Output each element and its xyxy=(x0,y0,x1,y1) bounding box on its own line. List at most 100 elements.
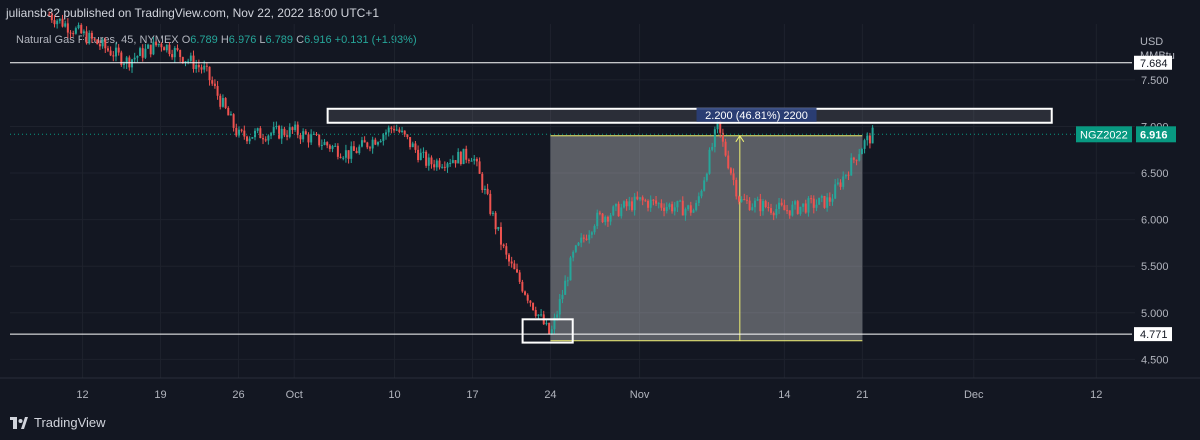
candle-down xyxy=(855,159,858,161)
candle-down xyxy=(644,200,647,202)
candle-down xyxy=(630,201,633,211)
candle-down xyxy=(534,310,537,316)
candle-up xyxy=(614,203,617,207)
candle-up xyxy=(866,135,869,141)
candle-up xyxy=(77,25,80,29)
candle-down xyxy=(481,173,484,190)
candle-down xyxy=(85,31,88,44)
candle-down xyxy=(521,281,524,292)
candle-up xyxy=(540,314,543,316)
candle-up xyxy=(604,216,607,223)
candle-up xyxy=(564,280,567,295)
candle-up xyxy=(657,203,660,205)
candle-up xyxy=(820,195,823,198)
candle-down xyxy=(80,25,83,34)
candle-up xyxy=(609,215,612,222)
candle-down xyxy=(245,136,248,142)
candle-down xyxy=(200,67,203,70)
candle-down xyxy=(336,145,339,157)
price-line-label: 7.684 xyxy=(1140,58,1168,70)
candle-down xyxy=(681,200,684,216)
candle-down xyxy=(406,134,409,138)
candle-down xyxy=(735,179,738,197)
candle-up xyxy=(622,201,625,208)
candle-down xyxy=(72,33,75,35)
candle-down xyxy=(286,135,289,137)
candle-up xyxy=(256,128,259,131)
candle-up xyxy=(310,134,313,143)
candle-down xyxy=(510,261,513,264)
candle-up xyxy=(288,127,291,137)
candle-down xyxy=(61,18,64,27)
candle-down xyxy=(582,237,585,239)
candle-down xyxy=(425,151,428,166)
candle-up xyxy=(139,48,142,57)
candle-down xyxy=(155,41,158,46)
x-tick-label: 12 xyxy=(76,389,88,401)
candle-down xyxy=(494,212,497,230)
candle-down xyxy=(729,168,732,174)
candle-down xyxy=(786,210,789,212)
candle-down xyxy=(368,147,371,149)
candle-up xyxy=(545,322,548,325)
candle-up xyxy=(756,199,759,201)
candle-down xyxy=(641,197,644,201)
candle-down xyxy=(363,140,366,143)
currency-label: USD xyxy=(1140,36,1164,48)
candle-down xyxy=(366,142,369,148)
y-tick-label: 4.500 xyxy=(1141,354,1169,366)
candle-down xyxy=(529,300,532,303)
candle-down xyxy=(262,138,265,140)
low-value: 6.789 xyxy=(265,34,294,46)
candle-up xyxy=(267,135,270,141)
candle-up xyxy=(473,158,476,161)
candle-down xyxy=(828,197,831,202)
candle-up xyxy=(302,131,305,140)
candle-down xyxy=(398,129,401,132)
high-value: 6.976 xyxy=(228,34,257,46)
candle-down xyxy=(390,127,393,129)
x-tick-label: 24 xyxy=(544,389,556,401)
candle-down xyxy=(433,164,436,168)
candle-down xyxy=(205,65,208,67)
symbol-info: Natural Gas Futures, 45, NYMEX O6.789 H6… xyxy=(16,34,417,46)
footer-brand[interactable]: TradingView xyxy=(10,415,106,430)
x-tick-label: 12 xyxy=(1090,389,1102,401)
candle-up xyxy=(165,44,168,51)
candle-up xyxy=(114,47,117,57)
candle-up xyxy=(716,120,719,130)
candle-up xyxy=(387,127,390,133)
candle-down xyxy=(232,114,235,128)
candle-up xyxy=(123,63,126,65)
candle-up xyxy=(88,32,91,44)
candle-up xyxy=(358,146,361,154)
candle-up xyxy=(334,145,337,147)
candle-up xyxy=(561,294,564,300)
close-value: 6.916 xyxy=(304,34,332,46)
candle-up xyxy=(360,140,363,147)
candle-up xyxy=(462,148,465,165)
x-tick-label: Dec xyxy=(964,389,984,401)
candle-down xyxy=(499,226,502,245)
candle-up xyxy=(189,55,192,61)
candle-down xyxy=(141,48,144,58)
candle-down xyxy=(403,130,406,135)
candle-down xyxy=(764,201,767,208)
candle-up xyxy=(802,203,805,207)
price-chart[interactable]: 121926Oct101724Nov1421Dec127.5007.0006.5… xyxy=(0,0,1200,410)
candle-down xyxy=(216,85,219,96)
candle-down xyxy=(486,188,489,194)
candle-down xyxy=(847,174,850,176)
candle-up xyxy=(676,200,679,208)
candle-down xyxy=(347,150,350,159)
candle-up xyxy=(761,201,764,212)
candle-down xyxy=(502,244,505,247)
candle-down xyxy=(772,212,775,216)
candle-up xyxy=(136,56,139,58)
candle-down xyxy=(315,133,318,135)
candle-up xyxy=(280,128,283,139)
candle-down xyxy=(109,50,112,56)
candle-up xyxy=(537,314,540,316)
candle-down xyxy=(459,151,462,165)
candle-up xyxy=(449,162,452,164)
